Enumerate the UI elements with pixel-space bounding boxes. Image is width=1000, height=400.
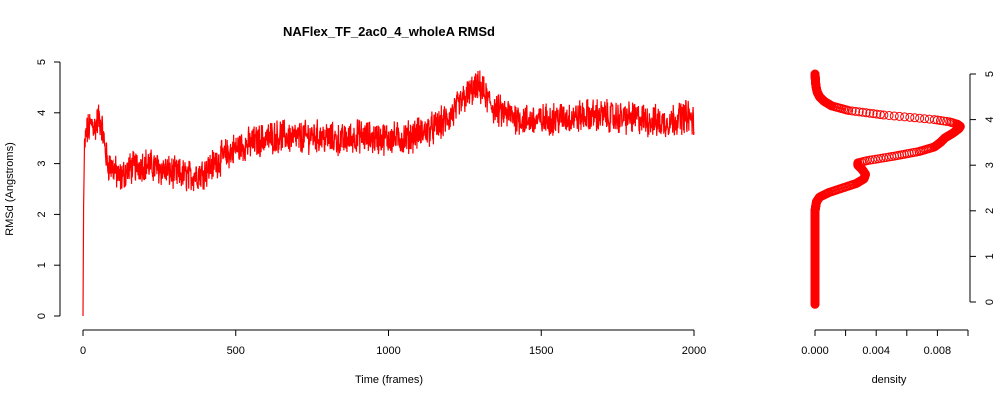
- density-point: [872, 109, 882, 119]
- density-point: [924, 114, 934, 124]
- density-point: [865, 108, 875, 118]
- density-point: [900, 112, 910, 122]
- density-y-tick-label: 0: [984, 299, 996, 305]
- x-tick-label: 1000: [376, 345, 400, 357]
- density-x-tick-label: 0.004: [862, 345, 890, 357]
- x-axis-title: Time (frames): [355, 374, 423, 386]
- density-y-tick-label: 3: [984, 162, 996, 168]
- density-y-tick-label: 2: [984, 208, 996, 214]
- density-point: [868, 109, 878, 119]
- density-point: [920, 114, 930, 124]
- density-point: [939, 116, 949, 126]
- density-point: [945, 117, 955, 127]
- density-y-tick-label: 5: [984, 71, 996, 77]
- density-point: [810, 69, 820, 79]
- density-x-tick-label: 0.008: [924, 345, 952, 357]
- density-x-tick-label: 0.000: [801, 345, 829, 357]
- y-tick-label: 0: [36, 313, 48, 319]
- rmsd-plot: 0 500 1000 1500 2000 0 1 2 3 4 5: [36, 59, 706, 357]
- density-point: [905, 112, 915, 122]
- density-plot: 0.000 0.004 0.008 0 1 2 3 4 5: [801, 69, 996, 357]
- y-axis-title: RMSd (Angstroms): [4, 142, 16, 236]
- density-point: [851, 106, 861, 116]
- y-tick-label: 2: [36, 211, 48, 217]
- rmsd-series-line: [82, 70, 695, 317]
- density-point: [884, 111, 894, 120]
- chart-title: NAFlex_TF_2ac0_4_wholeA RMSd: [283, 24, 495, 39]
- density-point: [929, 115, 939, 125]
- density-point: [889, 111, 899, 121]
- y-tick-label: 5: [36, 59, 48, 65]
- density-point: [847, 106, 857, 116]
- density-point: [858, 107, 868, 117]
- density-point: [935, 116, 945, 126]
- density-point: [861, 108, 871, 118]
- density-axis-title: density: [872, 374, 907, 386]
- y-tick-label: 1: [36, 262, 48, 268]
- density-point: [875, 110, 885, 120]
- density-point: [942, 116, 952, 126]
- density-point: [894, 111, 904, 121]
- x-tick-label: 1500: [529, 345, 553, 357]
- x-tick-label: 0: [80, 345, 86, 357]
- density-y-tick-label: 4: [984, 117, 996, 123]
- density-point: [915, 113, 925, 123]
- density-y-tick-label: 1: [984, 253, 996, 259]
- y-tick-label: 3: [36, 161, 48, 167]
- density-point: [879, 110, 889, 120]
- x-tick-label: 2000: [682, 345, 706, 357]
- y-tick-label: 4: [36, 110, 48, 116]
- density-point: [854, 107, 864, 117]
- density-point: [910, 113, 920, 123]
- x-tick-label: 500: [227, 345, 245, 357]
